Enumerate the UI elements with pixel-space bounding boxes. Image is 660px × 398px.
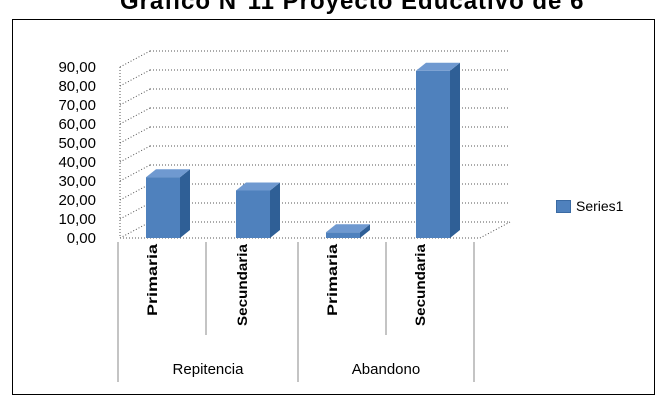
x-subcategory-label: Primaria	[324, 244, 340, 316]
grid-depth-line	[119, 69, 151, 87]
bar-side	[270, 182, 280, 238]
x-subcategory-label: Secundaria	[412, 244, 428, 326]
y-tick-label: 30,00	[58, 173, 96, 190]
legend-label: Series1	[576, 198, 624, 214]
legend: Series1	[556, 198, 623, 214]
chart-title-band: Gráfico N°11 Proyecto Educativo de 6	[0, 0, 660, 22]
grid-depth-line	[119, 145, 151, 163]
bar-side	[450, 62, 460, 238]
grid-depth-line	[119, 202, 151, 220]
grid-depth-line	[119, 164, 151, 182]
bar	[146, 177, 180, 238]
grid-depth-line	[119, 221, 151, 239]
grid-depth-line	[119, 107, 151, 125]
bar	[236, 190, 270, 238]
legend-swatch	[556, 199, 571, 213]
chart-frame	[12, 19, 655, 395]
y-tick-label: 80,00	[58, 78, 96, 95]
x-subcategory-label: Primaria	[144, 244, 160, 316]
grid-depth-line	[119, 126, 151, 144]
bar-top	[416, 62, 460, 71]
bar-side	[180, 169, 190, 238]
y-tick-label: 20,00	[58, 192, 96, 209]
bar-top	[326, 224, 370, 233]
bar	[416, 70, 450, 238]
y-tick-label: 40,00	[58, 154, 96, 171]
bar-top	[146, 169, 190, 178]
y-tick-label: 60,00	[58, 116, 96, 133]
grid-depth-line	[119, 183, 151, 201]
x-group-label: Abandono	[352, 361, 420, 378]
grid-depth-line	[119, 88, 151, 106]
chart-title: Gráfico N°11 Proyecto Educativo de 6	[120, 0, 585, 15]
y-tick-label: 0,00	[67, 230, 96, 247]
y-tick-label: 10,00	[58, 211, 96, 228]
bar-top	[236, 182, 280, 191]
y-tick-label: 70,00	[58, 97, 96, 114]
grid-depth-line	[119, 50, 151, 68]
x-subcategory-label: Secundaria	[234, 244, 250, 326]
bar-side	[360, 224, 370, 238]
bar	[326, 232, 360, 238]
x-group-label: Repitencia	[173, 361, 245, 378]
y-tick-label: 50,00	[58, 135, 96, 152]
y-tick-label: 90,00	[58, 59, 96, 76]
